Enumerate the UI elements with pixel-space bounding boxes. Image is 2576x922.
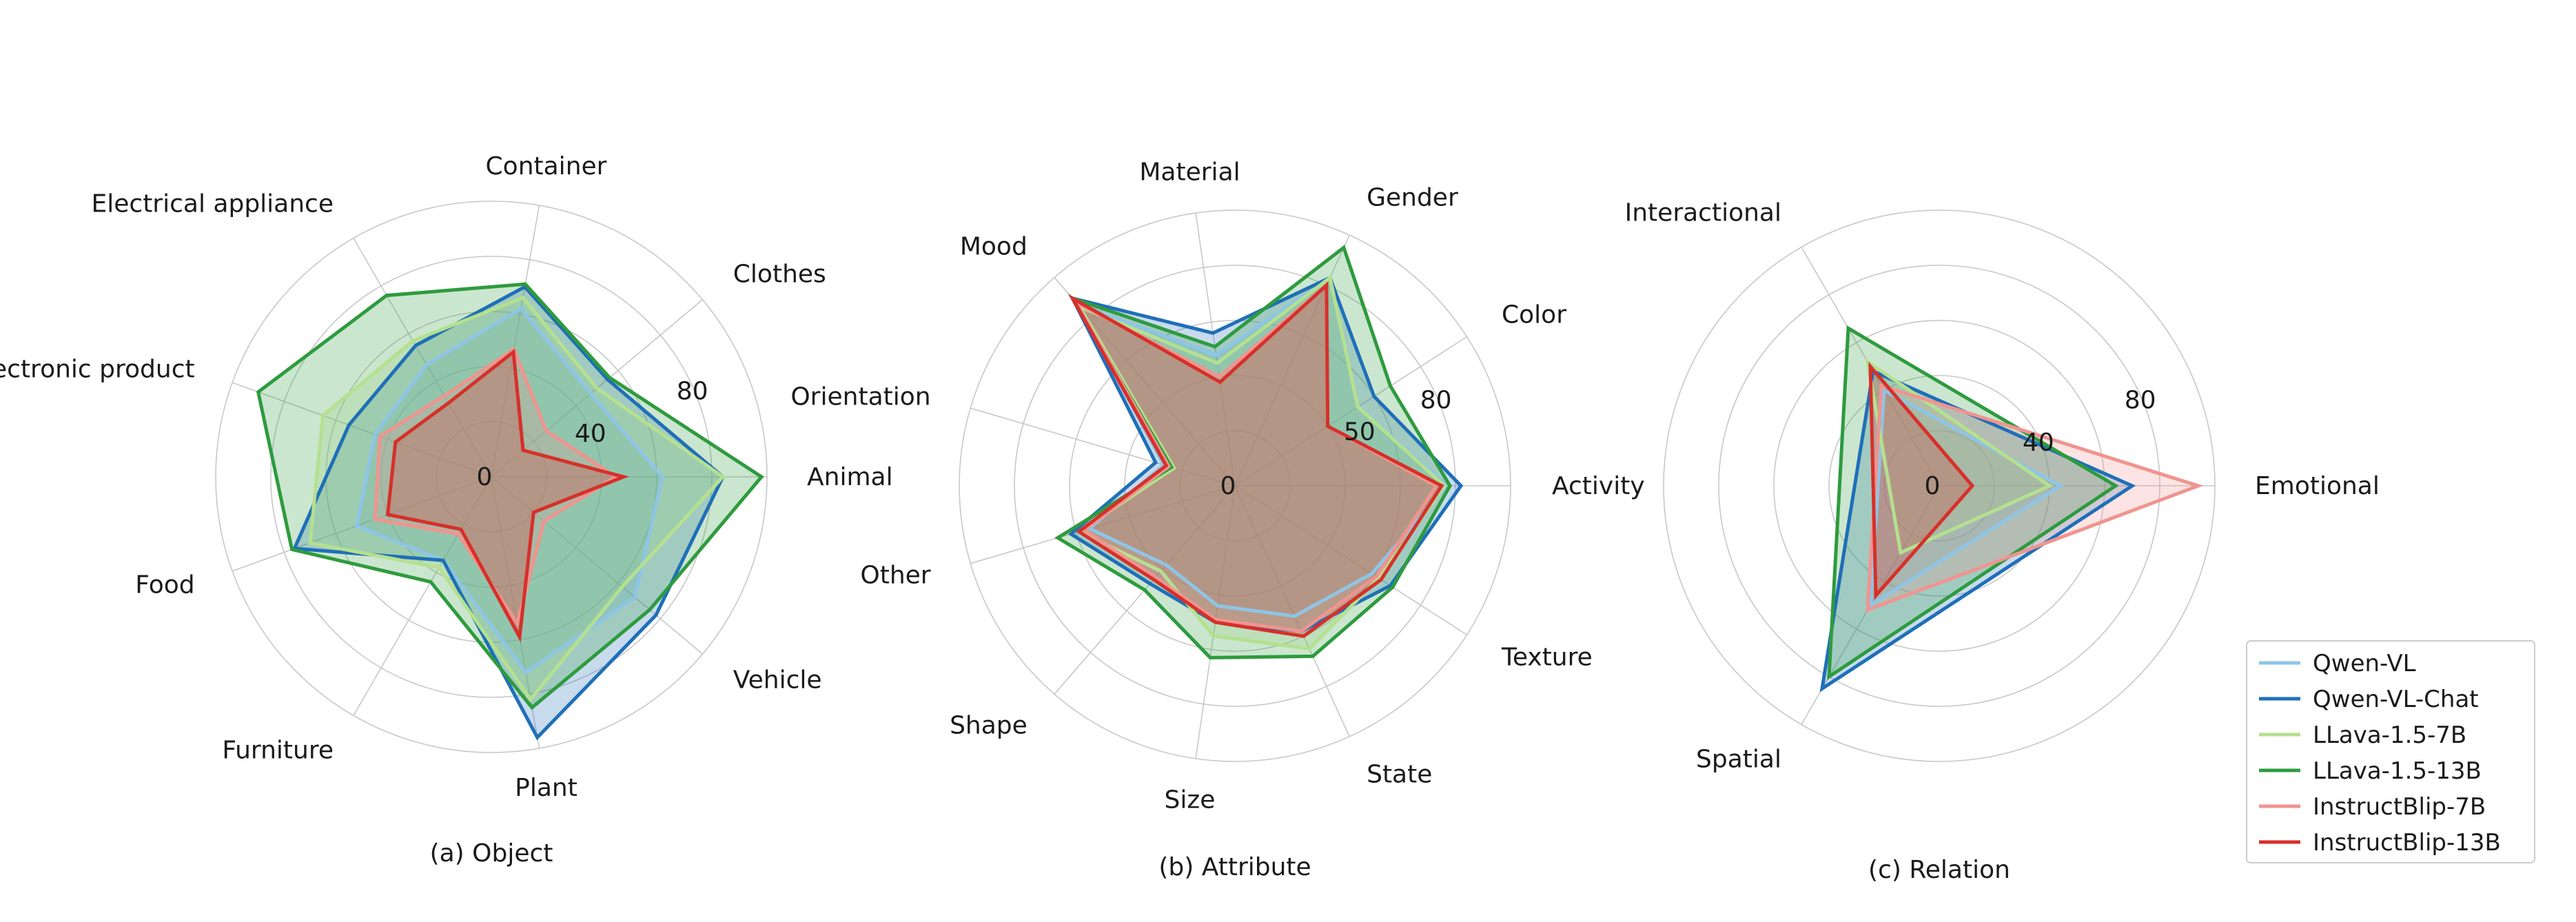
attribute-category-label: Color xyxy=(1502,300,1566,329)
attribute-category-label: Orientation xyxy=(790,382,930,411)
attribute-spoke-texture xyxy=(1234,485,1467,635)
attribute-spoke-material xyxy=(1195,212,1236,486)
attribute-spoke-orientation xyxy=(970,407,1236,486)
relation-rtick-label: 80 xyxy=(2125,387,2156,415)
attribute-series-qwen-vl-chat xyxy=(1067,275,1464,633)
relation-rtick-label: 40 xyxy=(2023,429,2054,457)
object-area-instructblip-13b xyxy=(387,351,624,637)
object-radar-panel: 0 40 80 Animal Clothes Container Electrical ap… xyxy=(0,152,893,802)
attribute-series-instructblip-13b xyxy=(1067,281,1444,638)
attribute-category-label: Gender xyxy=(1367,184,1458,212)
relation-category-label: Spatial xyxy=(1696,746,1781,774)
relation-category-label: Emotional xyxy=(2255,472,2380,500)
object-category-label: Container xyxy=(486,152,607,181)
legend-label-qwen-vl-chat: Qwen-VL-Chat xyxy=(2313,686,2479,713)
object-category-label: Animal xyxy=(807,463,893,491)
attribute-area-llava-1-5-13b xyxy=(1057,247,1450,658)
relation-series-instructblip-13b xyxy=(1868,361,1975,600)
relation-category-label: Interactional xyxy=(1625,198,1781,227)
legend-label-llava-1-5-7b: LLava-1.5-7B xyxy=(2313,721,2466,749)
relation-area-qwen-vl-chat xyxy=(1822,371,2132,689)
object-spoke-container xyxy=(491,205,540,478)
object-category-label: Food xyxy=(135,571,194,600)
attribute-category-label: State xyxy=(1367,760,1432,788)
object-rtick-label: 80 xyxy=(677,378,708,406)
attribute-category-label: Material xyxy=(1139,158,1240,187)
attribute-category-label: Texture xyxy=(1501,644,1593,672)
attribute-rtick-label: 50 xyxy=(1344,418,1376,447)
object-spoke-plant xyxy=(491,476,540,749)
legend-label-instructblip-13b: InstructBlip-13B xyxy=(2313,829,2501,857)
object-spoke-electrical-appliance xyxy=(353,238,492,478)
object-series-qwen-vl-chat xyxy=(292,285,726,741)
relation-series-qwen-vl-chat xyxy=(1819,369,2136,693)
object-area-qwen-vl xyxy=(356,308,662,673)
attribute-category-label: Mood xyxy=(960,232,1028,260)
legend-label-instructblip-7b: InstructBlip-7B xyxy=(2313,793,2486,821)
object-area-instructblip-7b xyxy=(374,349,615,624)
attribute-area-llava-1-5-7b xyxy=(1079,278,1444,649)
object-spoke-electronic-product xyxy=(232,382,492,478)
relation-area-llava-1-5-13b xyxy=(1829,328,2116,677)
attribute-category-label: Size xyxy=(1165,786,1216,814)
attribute-area-qwen-vl-chat xyxy=(1071,278,1461,631)
object-spoke-furniture xyxy=(353,476,492,716)
legend: Qwen-VL Qwen-VL-Chat LLava-1.5-7B LLava-1.5… xyxy=(2246,640,2535,863)
object-category-label: Electrical appliance xyxy=(92,189,334,218)
object-category-label: Vehicle xyxy=(733,666,822,694)
object-rtick-label: 0 xyxy=(477,463,493,491)
attribute-spoke-state xyxy=(1234,485,1350,737)
object-caption: (a) Object xyxy=(430,839,553,868)
object-area-llava-1-5-13b xyxy=(258,284,761,708)
attribute-radar-panel: 0 50 80 Activity Color Gender Material Mood Orie… xyxy=(790,158,1644,815)
attribute-area-instructblip-13b xyxy=(1072,285,1442,637)
object-spoke-food xyxy=(232,476,492,572)
object-category-label: Furniture xyxy=(222,737,334,765)
object-series-llava-1-5-7b xyxy=(308,296,726,703)
attribute-spoke-color xyxy=(1234,336,1467,486)
object-series-instructblip-7b xyxy=(373,347,619,628)
object-spoke-vehicle xyxy=(491,476,703,655)
attribute-category-label: Shape xyxy=(950,712,1028,740)
attribute-category-label: Other xyxy=(860,562,930,590)
object-category-label: Clothes xyxy=(733,260,826,289)
object-series-llava-1-5-13b xyxy=(256,282,764,710)
attribute-caption: (b) Attribute xyxy=(1158,853,1311,881)
attribute-category-label: Activity xyxy=(1552,472,1645,500)
relation-series-llava-1-5-13b xyxy=(1827,325,2119,680)
legend-frame xyxy=(2246,640,2535,863)
relation-series-llava-1-5-7b xyxy=(1865,358,2054,555)
relation-area-qwen-vl xyxy=(1870,390,2061,606)
object-area-llava-1-5-7b xyxy=(309,298,723,699)
attribute-area-instructblip-7b xyxy=(1076,285,1436,631)
legend-label-llava-1-5-13b: LLava-1.5-13B xyxy=(2313,757,2482,785)
relation-radar-panel: 0 40 80 Emotional Interactional Spatial xyxy=(1625,198,2380,773)
object-rtick-label: 40 xyxy=(575,420,606,448)
relation-rtick-label: 0 xyxy=(1925,472,1941,500)
relation-caption: (c) Relation xyxy=(1868,856,2010,884)
object-series-instructblip-13b xyxy=(385,349,630,643)
object-series-qwen-vl xyxy=(354,306,664,675)
relation-series-qwen-vl xyxy=(1868,387,2064,608)
relation-area-instructblip-13b xyxy=(1870,366,1972,596)
object-category-label: Electronic product xyxy=(0,355,195,383)
attribute-spoke-other xyxy=(970,485,1236,564)
attribute-area-qwen-vl xyxy=(1078,278,1447,617)
legend-label-qwen-vl: Qwen-VL xyxy=(2313,650,2416,677)
attribute-rtick-label: 0 xyxy=(1220,472,1236,500)
attribute-rtick-label: 80 xyxy=(1420,387,1452,415)
object-category-label: Plant xyxy=(515,774,577,802)
